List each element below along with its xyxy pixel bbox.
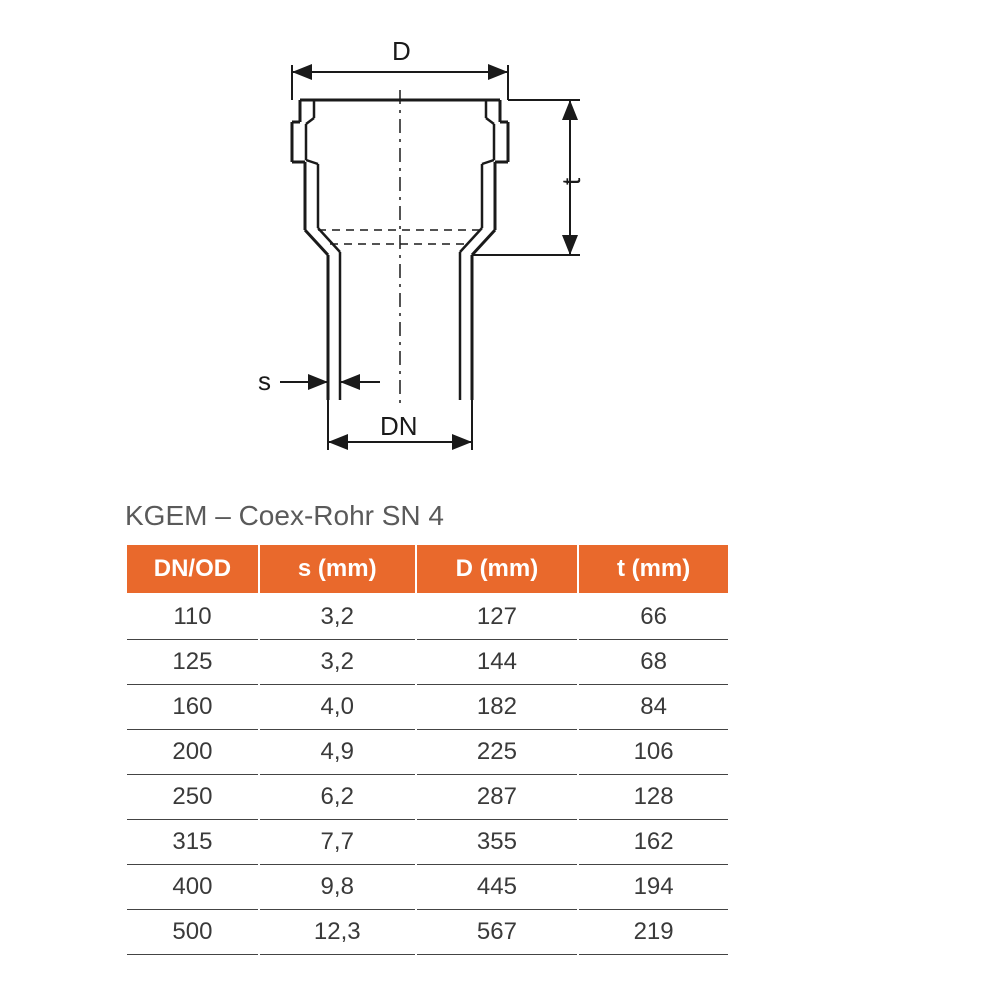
table-cell: 125	[127, 640, 258, 685]
table-cell: 68	[579, 640, 728, 685]
table-cell: 162	[579, 820, 728, 865]
table-cell: 144	[417, 640, 578, 685]
table-header-cell: t (mm)	[579, 545, 728, 595]
dim-label-D: D	[392, 36, 411, 66]
spec-table: DN/ODs (mm)D (mm)t (mm) 1103,2127661253,…	[125, 545, 730, 955]
table-cell: 84	[579, 685, 728, 730]
table-row: 2004,9225106	[127, 730, 728, 775]
table-cell: 160	[127, 685, 258, 730]
table-cell: 355	[417, 820, 578, 865]
table-cell: 7,7	[260, 820, 415, 865]
table-row: 1604,018284	[127, 685, 728, 730]
table-cell: 182	[417, 685, 578, 730]
table-cell: 4,0	[260, 685, 415, 730]
table-row: 1103,212766	[127, 595, 728, 640]
table-title: KGEM – Coex-Rohr SN 4	[125, 500, 444, 532]
pipe-diagram: D t s DN	[150, 30, 650, 460]
table-cell: 106	[579, 730, 728, 775]
table-body: 1103,2127661253,2144681604,0182842004,92…	[127, 595, 728, 955]
table-row: 50012,3567219	[127, 910, 728, 955]
table-header-row: DN/ODs (mm)D (mm)t (mm)	[127, 545, 728, 595]
table-cell: 567	[417, 910, 578, 955]
table-cell: 287	[417, 775, 578, 820]
table-cell: 3,2	[260, 595, 415, 640]
dim-label-DN: DN	[380, 411, 418, 441]
table-cell: 127	[417, 595, 578, 640]
table-cell: 3,2	[260, 640, 415, 685]
table-cell: 200	[127, 730, 258, 775]
table-cell: 110	[127, 595, 258, 640]
table-cell: 66	[579, 595, 728, 640]
table-header-cell: DN/OD	[127, 545, 258, 595]
dim-label-t: t	[556, 177, 586, 185]
table-cell: 4,9	[260, 730, 415, 775]
table-cell: 194	[579, 865, 728, 910]
table-cell: 6,2	[260, 775, 415, 820]
table-cell: 315	[127, 820, 258, 865]
table-cell: 128	[579, 775, 728, 820]
table-header-cell: s (mm)	[260, 545, 415, 595]
table-header-cell: D (mm)	[417, 545, 578, 595]
spec-table-wrap: DN/ODs (mm)D (mm)t (mm) 1103,2127661253,…	[125, 545, 730, 955]
table-cell: 9,8	[260, 865, 415, 910]
table-cell: 445	[417, 865, 578, 910]
table-row: 4009,8445194	[127, 865, 728, 910]
table-row: 1253,214468	[127, 640, 728, 685]
table-cell: 225	[417, 730, 578, 775]
table-cell: 219	[579, 910, 728, 955]
table-cell: 400	[127, 865, 258, 910]
dim-label-s: s	[258, 366, 271, 396]
table-row: 2506,2287128	[127, 775, 728, 820]
table-cell: 500	[127, 910, 258, 955]
table-cell: 250	[127, 775, 258, 820]
pipe-diagram-svg: D t s DN	[150, 30, 650, 460]
table-cell: 12,3	[260, 910, 415, 955]
table-row: 3157,7355162	[127, 820, 728, 865]
